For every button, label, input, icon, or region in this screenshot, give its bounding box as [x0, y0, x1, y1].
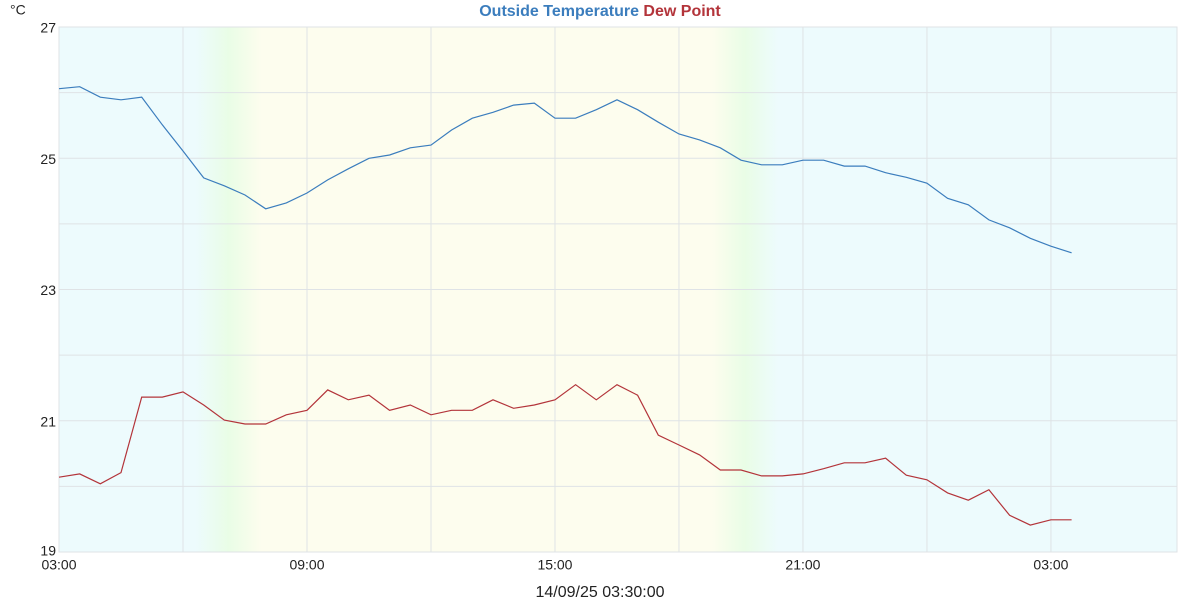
y-tick-label: 19: [40, 543, 56, 559]
x-tick-label: 15:00: [537, 557, 572, 573]
y-tick-label: 27: [40, 20, 56, 36]
x-tick-label: 03:00: [41, 557, 76, 573]
data-line: [58, 86, 1072, 254]
plot-border: [58, 26, 1178, 553]
x-axis-label: 14/09/25 03:30:00: [535, 584, 664, 600]
y-tick-label: 25: [40, 151, 56, 167]
legend-entry[interactable]: Dew Point: [643, 3, 721, 20]
chart-title: Outside Temperature Dew Point: [479, 3, 721, 20]
x-tick-label: 03:00: [1033, 557, 1068, 573]
x-tick-label: 09:00: [289, 557, 324, 573]
y-tick-label: 21: [40, 413, 56, 429]
y-axis-label: °C: [10, 2, 26, 18]
legend-entry[interactable]: Outside Temperature: [479, 3, 639, 20]
y-tick-label: 23: [40, 282, 56, 298]
data-line: [58, 383, 1072, 526]
x-tick-label: 21:00: [785, 557, 820, 573]
